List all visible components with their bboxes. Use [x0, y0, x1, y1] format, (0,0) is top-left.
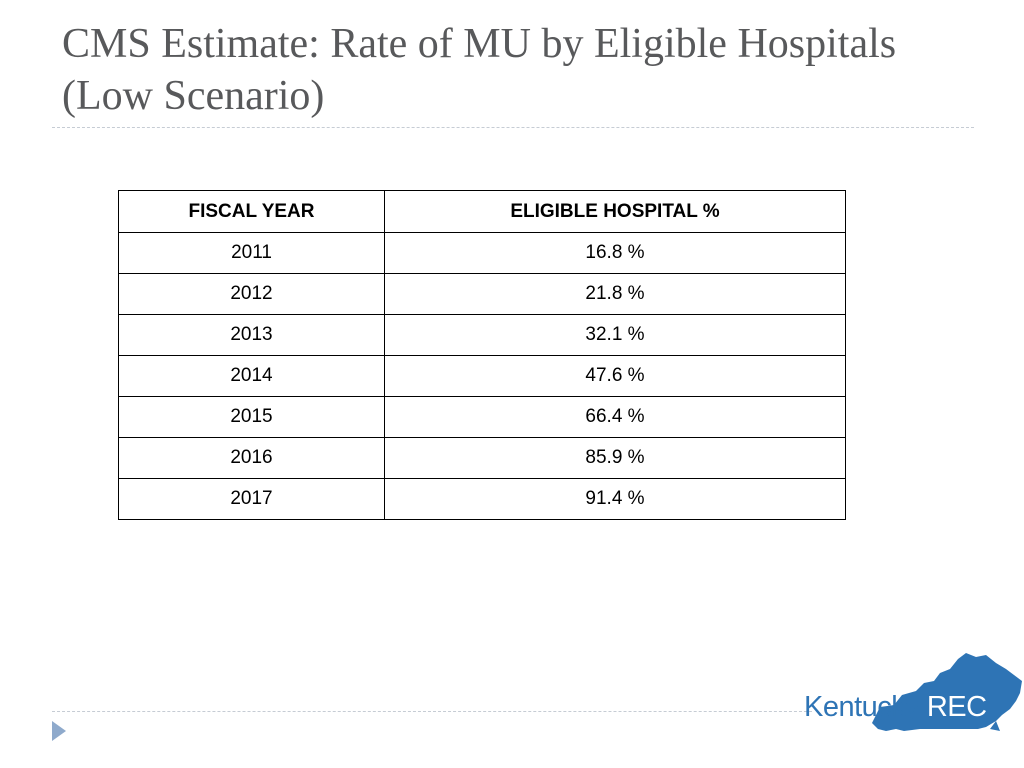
fiscal-year-header: FISCAL YEAR [118, 190, 385, 233]
year-cell: 2013 [118, 314, 385, 356]
table-row: 2013 32.1 % [118, 314, 846, 356]
title-divider [52, 127, 974, 128]
year-cell: 2012 [118, 273, 385, 315]
percent-cell: 47.6 % [384, 355, 846, 397]
kentucky-rec-logo: Kentucky REC [800, 645, 1024, 745]
year-cell: 2016 [118, 437, 385, 479]
footer-divider [52, 711, 812, 712]
table-row: 2016 85.9 % [118, 437, 846, 479]
logo-text-kentucky: Kentucky [804, 691, 920, 723]
percent-cell: 16.8 % [384, 232, 846, 274]
eligible-hospital-header: ELIGIBLE HOSPITAL % [384, 190, 846, 233]
percent-cell: 91.4 % [384, 478, 846, 520]
table-row: 2014 47.6 % [118, 355, 846, 397]
percent-cell: 32.1 % [384, 314, 846, 356]
table-row: 2015 66.4 % [118, 396, 846, 438]
percent-cell: 21.8 % [384, 273, 846, 315]
table-row: 2011 16.8 % [118, 232, 846, 274]
slide-title: CMS Estimate: Rate of MU by Eligible Hos… [62, 21, 897, 119]
year-cell: 2015 [118, 396, 385, 438]
year-cell: 2011 [118, 232, 385, 274]
table-row: 2017 91.4 % [118, 478, 846, 520]
percent-cell: 85.9 % [384, 437, 846, 479]
logo-text-rec: REC [919, 691, 987, 723]
percent-cell: 66.4 % [384, 396, 846, 438]
table-row: 2012 21.8 % [118, 273, 846, 315]
table-header-row: FISCAL YEAR ELIGIBLE HOSPITAL % [118, 190, 846, 233]
kentucky-map-icon [872, 653, 1022, 731]
year-cell: 2017 [118, 478, 385, 520]
logo-wordmark: Kentucky REC [804, 691, 987, 724]
hospital-rate-table: FISCAL YEAR ELIGIBLE HOSPITAL % 2011 16.… [118, 190, 846, 520]
triangle-bullet-icon [52, 721, 66, 741]
year-cell: 2014 [118, 355, 385, 397]
